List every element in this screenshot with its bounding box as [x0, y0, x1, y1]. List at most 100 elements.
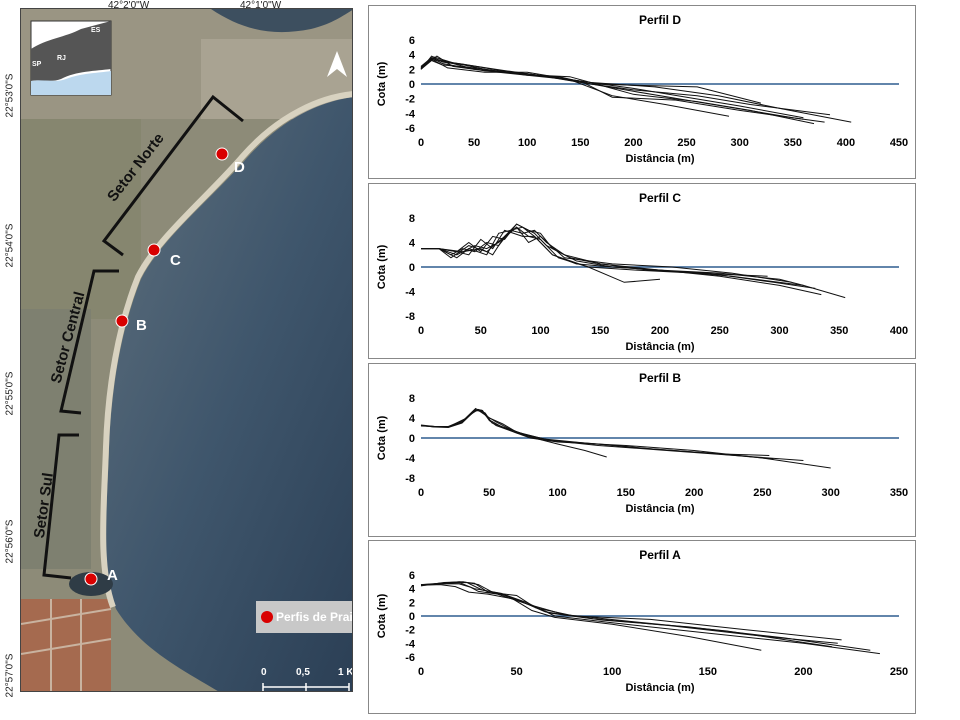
profile-line — [420, 409, 774, 460]
chart-title: Perfil D — [639, 13, 681, 27]
y-tick-label: 0 — [409, 611, 415, 623]
x-tick-label: 350 — [890, 487, 908, 499]
profile-line — [420, 407, 607, 458]
y-tick-label: 0 — [409, 433, 415, 445]
coord-left-5: 22°57'0"S — [4, 653, 16, 698]
profile-line — [420, 581, 871, 651]
x-tick-label: 50 — [475, 325, 487, 337]
point-b-label: B — [136, 317, 147, 334]
y-tick-label: 4 — [409, 584, 416, 596]
chart-title: Perfil B — [639, 371, 681, 385]
profile-line — [420, 408, 804, 461]
point-c-marker — [147, 243, 161, 257]
x-tick-label: 0 — [418, 325, 424, 337]
y-tick-label: -4 — [405, 453, 416, 465]
y-tick-label: 2 — [409, 597, 415, 609]
y-tick-label: -2 — [405, 94, 415, 106]
y-tick-label: -6 — [405, 123, 415, 135]
x-tick-label: 150 — [699, 666, 717, 678]
chart-perfil-c: Perfil C 8 4 0 -4 -8 0 50 100 150 200 250 300 350 400 D… — [368, 183, 916, 359]
coord-left-2: 22°54'0"S — [4, 223, 16, 268]
coord-left-4: 22°56'0"S — [4, 519, 16, 564]
point-a-marker — [84, 572, 98, 586]
y-tick-label: 8 — [409, 393, 415, 405]
x-axis-label: Distância (m) — [625, 682, 694, 694]
profile-line — [420, 584, 762, 651]
north-arrow-icon — [327, 51, 347, 77]
y-tick-label: 0 — [409, 79, 415, 91]
point-d-marker — [215, 147, 229, 161]
coord-top-2: 42°1'0"W — [240, 0, 282, 11]
x-tick-label: 150 — [591, 325, 609, 337]
x-tick-label: 250 — [677, 137, 695, 149]
profile-line — [421, 226, 792, 283]
x-tick-label: 50 — [510, 666, 522, 678]
chart-perfil-a: Perfil A 6 4 2 0 -2 -4 -6 0 50 100 150 200 250 Distânc… — [368, 540, 916, 714]
y-tick-label: 0 — [409, 262, 415, 274]
y-axis-label: Cota (m) — [376, 61, 388, 106]
sector-brackets — [42, 94, 244, 580]
x-tick-label: 200 — [651, 325, 669, 337]
y-tick-label: 6 — [409, 570, 415, 582]
x-tick-label: 150 — [571, 137, 589, 149]
x-axis-label: Distância (m) — [625, 503, 694, 515]
chart-perfil-d: Perfil D 6 4 2 0 -2 -4 -6 0 50 100 150 200 250 300 350 4… — [368, 5, 916, 179]
x-tick-label: 300 — [822, 487, 840, 499]
x-tick-label: 100 — [531, 325, 549, 337]
point-c-label: C — [170, 252, 181, 269]
x-tick-label: 200 — [794, 666, 812, 678]
x-axis-label: Distância (m) — [625, 341, 694, 353]
x-tick-label: 150 — [617, 487, 635, 499]
x-tick-label: 200 — [685, 487, 703, 499]
profile-points — [84, 147, 229, 586]
scale-label-0: 0 — [261, 667, 267, 678]
y-tick-label: -4 — [405, 638, 416, 650]
y-tick-label: 2 — [409, 64, 415, 76]
y-tick-label: 4 — [409, 50, 416, 62]
x-tick-label: 0 — [418, 487, 424, 499]
profile-line — [421, 223, 816, 289]
x-tick-label: 100 — [518, 137, 536, 149]
inset-label-es: ES — [91, 27, 101, 34]
x-tick-label: 400 — [890, 325, 908, 337]
legend-point-icon — [261, 611, 273, 623]
legend-label: Perfis de Praia — [276, 610, 353, 624]
coord-left-3: 22°55'0"S — [4, 371, 16, 416]
point-d-label: D — [234, 159, 245, 176]
y-axis-label: Cota (m) — [376, 244, 388, 289]
x-tick-label: 100 — [603, 666, 621, 678]
x-tick-label: 0 — [418, 137, 424, 149]
aerial-image — [21, 9, 352, 691]
x-axis-label: Distância (m) — [625, 153, 694, 165]
map-panel: MG ES RJ SP Setor Norte Setor Central Se… — [20, 8, 353, 692]
x-tick-label: 0 — [418, 666, 424, 678]
y-tick-label: 8 — [409, 213, 415, 225]
y-tick-label: 4 — [409, 238, 416, 250]
y-tick-label: -4 — [405, 108, 416, 120]
x-tick-label: 50 — [483, 487, 495, 499]
x-tick-label: 50 — [468, 137, 480, 149]
inset-label-mg: MG — [45, 33, 57, 40]
point-a-label: A — [107, 567, 118, 584]
scale-bar-line — [262, 683, 350, 691]
profile-line — [421, 223, 846, 299]
x-tick-label: 250 — [753, 487, 771, 499]
inset-label-sp: SP — [32, 61, 42, 68]
x-tick-label: 350 — [784, 137, 802, 149]
y-tick-label: -6 — [405, 652, 415, 664]
x-tick-label: 300 — [730, 137, 748, 149]
scale-label-half: 0,5 — [296, 667, 310, 678]
point-b-marker — [115, 314, 129, 328]
y-tick-label: -2 — [405, 625, 415, 637]
profile-line — [420, 59, 762, 104]
y-tick-label: -4 — [405, 287, 416, 299]
profile-line — [420, 581, 842, 641]
x-tick-label: 400 — [837, 137, 855, 149]
y-tick-label: -8 — [405, 311, 415, 323]
x-tick-label: 100 — [548, 487, 566, 499]
y-axis-label: Cota (m) — [376, 415, 388, 460]
